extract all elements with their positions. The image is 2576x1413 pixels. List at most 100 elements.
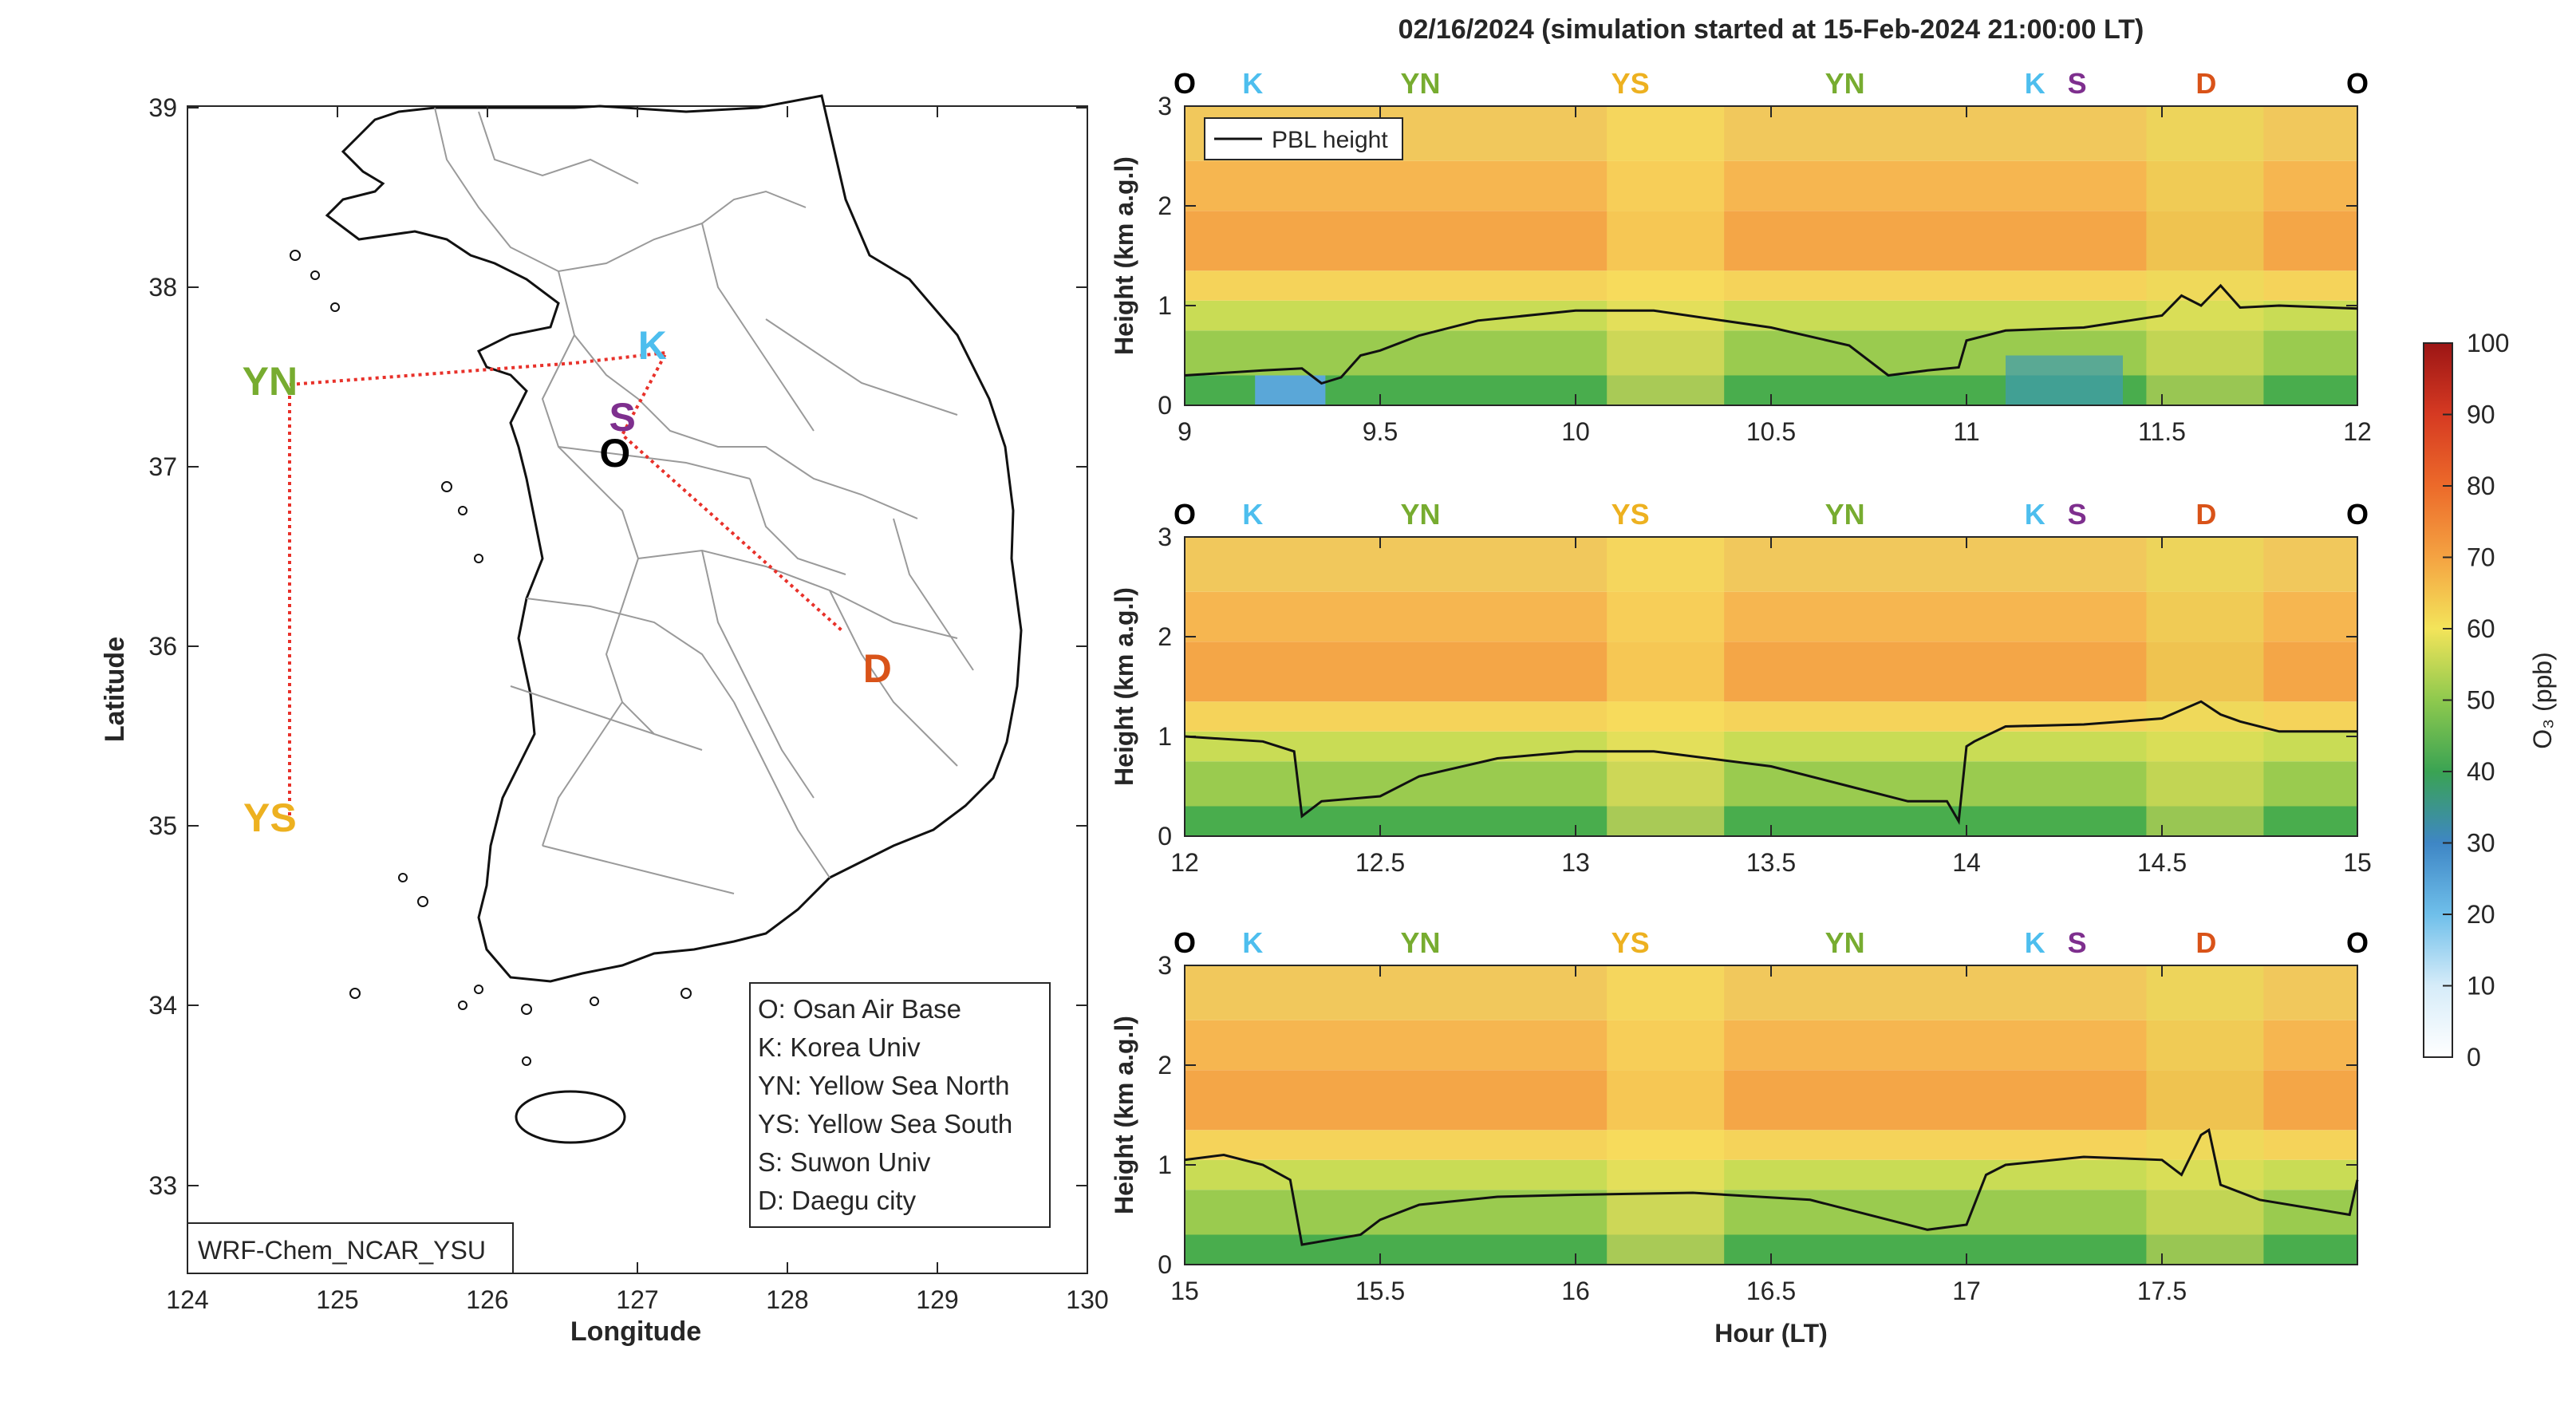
map-site-labels: KSO YN YS D bbox=[243, 323, 892, 840]
panel-y-tick-label: 3 bbox=[1158, 951, 1172, 980]
panel-y-label: Height (km a.g.l) bbox=[1110, 587, 1138, 786]
ozone-band bbox=[1255, 375, 1326, 405]
map-site-s: S bbox=[609, 395, 636, 440]
panel-site-label: S bbox=[2068, 926, 2087, 959]
panel-site-label: S bbox=[2068, 67, 2087, 100]
panel-y-tick-label: 2 bbox=[1158, 1051, 1172, 1079]
map-x-tick-label: 130 bbox=[1066, 1285, 1108, 1314]
map-legend: O: Osan Air Base K: Korea Univ YN: Yellow … bbox=[758, 994, 1012, 1215]
panel-x-tick-label: 10 bbox=[1561, 417, 1590, 446]
model-label: WRF-Chem_NCAR_YSU bbox=[198, 1236, 486, 1265]
ozone-field bbox=[1185, 965, 2357, 1265]
islands bbox=[290, 250, 692, 1066]
map-y-tick-label: 36 bbox=[148, 632, 177, 661]
panel-x-tick-label: 16 bbox=[1561, 1277, 1590, 1305]
model-label-box bbox=[187, 1222, 514, 1274]
panel-site-label: O bbox=[1174, 498, 1196, 531]
panel-site-label: K bbox=[2025, 67, 2045, 100]
map-y-ticks: 39 38 37 36 35 34 33 bbox=[148, 93, 1087, 1200]
figure-title: 02/16/2024 (simulation started at 15-Feb… bbox=[1398, 14, 2144, 45]
panel-site-label: K bbox=[2025, 498, 2045, 531]
colorbar-tick-label: 80 bbox=[2467, 472, 2495, 500]
map-x-label: Longitude bbox=[570, 1316, 701, 1347]
panel-x-tick-label: 11.5 bbox=[2138, 417, 2186, 446]
pbl-height-line bbox=[1184, 283, 2358, 385]
colorbar-label: O₃ (ppb) bbox=[2528, 652, 2557, 749]
panel-y-tick-label: 3 bbox=[1158, 523, 1172, 551]
panel-x-tick-label: 10.5 bbox=[1746, 417, 1796, 446]
ozone-band bbox=[1607, 106, 1725, 405]
map-legend-item: YS: Yellow Sea South bbox=[758, 1109, 1012, 1139]
panel-y-tick-label: 1 bbox=[1158, 291, 1172, 320]
panel-x-tick-label: 12 bbox=[1170, 848, 1199, 877]
panel-site-label: K bbox=[2025, 926, 2045, 959]
panel-site-label: YS bbox=[1611, 67, 1650, 100]
panel-x-tick-label: 12 bbox=[2343, 417, 2372, 446]
panel-x-tick-label: 9.5 bbox=[1363, 417, 1398, 446]
panel-site-label: D bbox=[2195, 926, 2216, 959]
map-legend-box bbox=[749, 982, 1051, 1228]
panel-x-tick-label: 15 bbox=[1170, 1277, 1199, 1305]
ozone-field bbox=[1185, 106, 2357, 405]
map-x-tick-label: 127 bbox=[616, 1285, 658, 1314]
panel-site-label: YS bbox=[1611, 926, 1650, 959]
panel-site-label: YN bbox=[1825, 498, 1865, 531]
map-site-ys: YS bbox=[243, 795, 297, 840]
ozone-band bbox=[1607, 537, 1725, 836]
jeju-island bbox=[515, 1090, 626, 1144]
colorbar-tick-label: 90 bbox=[2467, 401, 2495, 429]
colorbar-tick-label: 50 bbox=[2467, 686, 2495, 715]
map-y-label: Latitude bbox=[100, 637, 130, 742]
panel-y-tick-label: 2 bbox=[1158, 622, 1172, 651]
map-y-tick-label: 33 bbox=[148, 1171, 177, 1200]
map-site-k: K bbox=[638, 323, 667, 368]
map-legend-item: O: Osan Air Base bbox=[758, 994, 961, 1024]
panel-y-tick-label: 1 bbox=[1158, 722, 1172, 751]
map-x-tick-label: 125 bbox=[316, 1285, 358, 1314]
map-legend-item: YN: Yellow Sea North bbox=[758, 1071, 1010, 1100]
colorbar-tick-label: 70 bbox=[2467, 543, 2495, 572]
colorbar-tick-label: 40 bbox=[2467, 757, 2495, 786]
pbl-legend-label: PBL height bbox=[1272, 127, 1388, 153]
map-site-d: D bbox=[863, 646, 892, 691]
korea-coastline bbox=[325, 94, 1023, 983]
panel-site-label: O bbox=[1174, 926, 1196, 959]
map-y-tick-label: 38 bbox=[148, 273, 177, 302]
panel-x-tick-label: 14.5 bbox=[2137, 848, 2187, 877]
ozone-band bbox=[2146, 537, 2264, 836]
map-y-tick-label: 37 bbox=[148, 452, 177, 481]
panel-site-label: O bbox=[2346, 498, 2369, 531]
panel-y-label: Height (km a.g.l) bbox=[1110, 156, 1138, 355]
panel-x-tick-label: 11 bbox=[1953, 417, 1979, 446]
ozone-band bbox=[2146, 106, 2264, 405]
map-site-o: O bbox=[599, 431, 630, 476]
panel-x-tick-label: 14 bbox=[1952, 848, 1981, 877]
panel-site-label: K bbox=[1242, 498, 1263, 531]
map-legend-item: D: Daegu city bbox=[758, 1186, 917, 1215]
panel-site-label: YN bbox=[1400, 67, 1440, 100]
panel-x-tick-label: 16.5 bbox=[1746, 1277, 1796, 1305]
panel-y-tick-label: 2 bbox=[1158, 191, 1172, 220]
panel-site-label: O bbox=[1174, 67, 1196, 100]
panel-x-tick-label: 13 bbox=[1561, 848, 1590, 877]
colorbar-tick-label: 100 bbox=[2467, 329, 2509, 357]
colorbar-tick-label: 60 bbox=[2467, 614, 2495, 643]
panel-y-tick-label: 3 bbox=[1158, 92, 1172, 120]
ozone-band bbox=[2006, 355, 2123, 405]
panel-site-label: K bbox=[1242, 926, 1263, 959]
panel-y-label: Height (km a.g.l) bbox=[1110, 1016, 1138, 1214]
colorbar-tick-label: 20 bbox=[2467, 900, 2495, 929]
ozone-field bbox=[1185, 537, 2357, 836]
map-x-tick-label: 128 bbox=[766, 1285, 808, 1314]
colorbar-tick-label: 0 bbox=[2467, 1043, 2481, 1072]
map-x-tick-label: 126 bbox=[466, 1285, 508, 1314]
panel-site-label: YS bbox=[1611, 498, 1650, 531]
panel-y-tick-label: 1 bbox=[1158, 1151, 1172, 1179]
map-site-yn: YN bbox=[243, 359, 298, 404]
panel-y-tick-label: 0 bbox=[1158, 822, 1172, 851]
